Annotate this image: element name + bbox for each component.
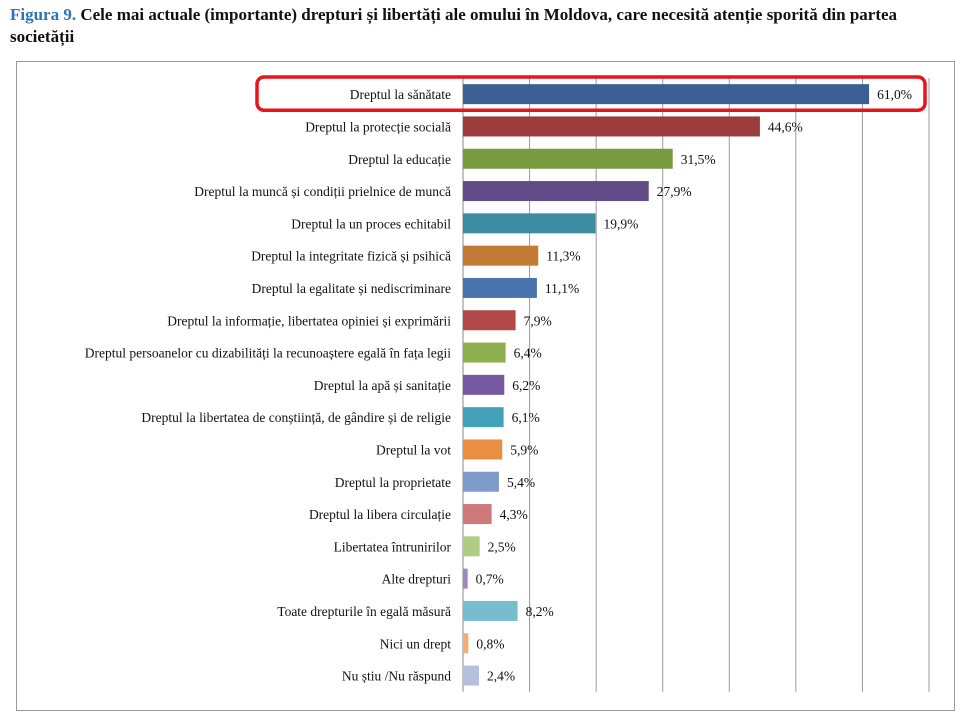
data-label: 31,5% <box>681 152 716 167</box>
data-label: 5,9% <box>510 442 538 457</box>
data-label: 8,2% <box>526 604 554 619</box>
bars <box>463 84 870 686</box>
category-label: Dreptul la libera circulație <box>309 507 451 522</box>
figure-title: Cele mai actuale (importante) drepturi ș… <box>10 5 898 46</box>
category-label: Nu știu /Nu răspund <box>342 669 451 684</box>
category-label: Dreptul la integritate fizică și psihică <box>251 249 451 264</box>
bar <box>463 181 649 202</box>
category-label: Libertatea întrunirilor <box>334 539 452 554</box>
bar <box>463 342 506 363</box>
bar <box>463 633 469 654</box>
bar <box>463 116 760 137</box>
highlight-box <box>255 75 927 113</box>
bar <box>463 310 516 331</box>
chart-frame: Dreptul la sănătate Dreptul la protecție … <box>16 61 955 711</box>
category-label: Alte drepturi <box>382 572 452 587</box>
bar <box>463 536 480 557</box>
data-label: 6,2% <box>512 378 540 393</box>
category-label: Nici un drept <box>380 636 451 651</box>
data-label: 11,1% <box>545 281 579 296</box>
category-label: Dreptul la informație, libertatea opinie… <box>167 313 451 328</box>
bar <box>463 148 673 169</box>
figure-label: Figura 9. <box>10 5 77 24</box>
data-label: 6,1% <box>512 410 540 425</box>
category-label: Dreptul la egalitate și nediscriminare <box>252 281 451 296</box>
data-label: 6,4% <box>514 346 542 361</box>
bar <box>463 504 492 525</box>
bar-chart: Dreptul la sănătate Dreptul la protecție … <box>85 75 930 692</box>
data-label: 2,5% <box>488 539 516 554</box>
category-label: Dreptul la proprietate <box>335 475 451 490</box>
category-label: Dreptul persoanelor cu dizabilități la r… <box>85 346 451 361</box>
data-label: 7,9% <box>524 313 552 328</box>
value-labels: 61,0% 44,6% 31,5% 27,9% 19,9% 11,3% 11,1% 7,9% 6… <box>476 87 912 683</box>
bar <box>463 374 505 395</box>
bar <box>463 407 504 428</box>
data-label: 2,4% <box>487 669 515 684</box>
data-label: 27,9% <box>657 184 692 199</box>
figure-heading: Figura 9. Cele mai actuale (importante) … <box>10 4 955 48</box>
category-labels: Dreptul la sănătate Dreptul la protecție … <box>85 87 452 683</box>
data-label: 5,4% <box>507 475 535 490</box>
data-label: 0,7% <box>476 572 504 587</box>
bar <box>463 568 468 589</box>
bar <box>463 665 479 686</box>
category-label: Dreptul la un proces echitabil <box>291 216 451 231</box>
bar <box>463 245 539 266</box>
data-label: 44,6% <box>768 119 803 134</box>
highlight-box <box>255 75 927 113</box>
category-label: Dreptul la vot <box>376 442 451 457</box>
category-label: Toate drepturile în egală măsură <box>277 604 451 619</box>
category-label: Dreptul la libertatea de conștiință, de … <box>141 410 451 425</box>
gridlines <box>462 78 930 692</box>
category-label: Dreptul la muncă și condiții prielnice d… <box>194 184 451 199</box>
data-label: 61,0% <box>877 87 912 102</box>
bar <box>463 84 870 105</box>
data-label: 0,8% <box>476 636 504 651</box>
data-label: 11,3% <box>546 249 580 264</box>
category-label: Dreptul la educație <box>348 152 451 167</box>
category-label: Dreptul la sănătate <box>350 87 451 102</box>
category-label: Dreptul la apă și sanitație <box>314 378 451 393</box>
bar <box>463 471 499 492</box>
bar <box>463 213 596 234</box>
category-label: Dreptul la protecție socială <box>305 119 451 134</box>
bar <box>463 277 537 298</box>
bar <box>463 600 518 621</box>
bar <box>463 439 503 460</box>
data-label: 4,3% <box>500 507 528 522</box>
data-label: 19,9% <box>603 216 638 231</box>
